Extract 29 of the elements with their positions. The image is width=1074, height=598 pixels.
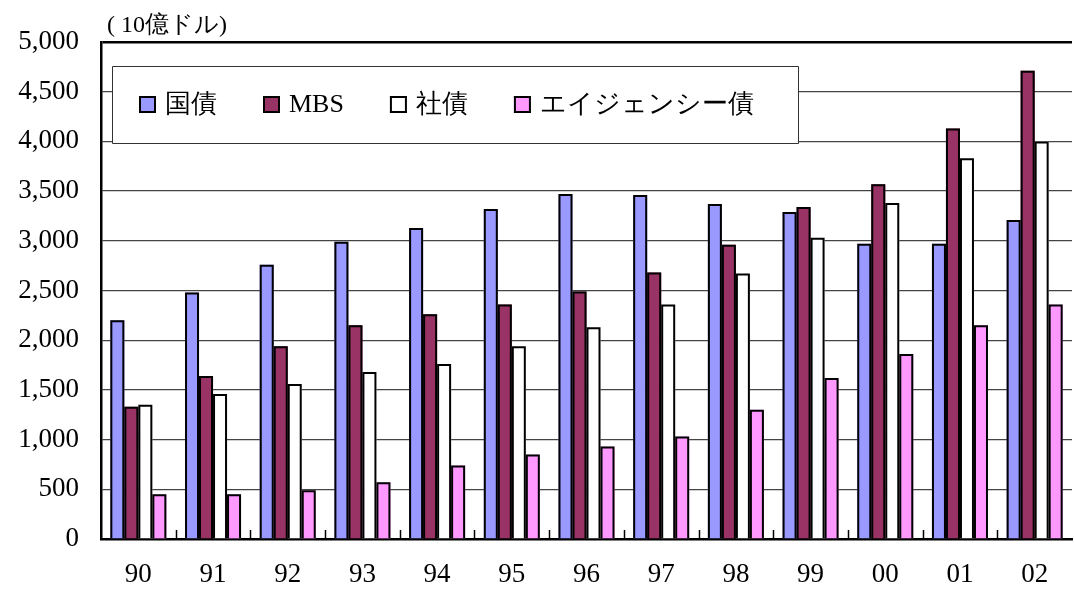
x-tick-label: 98 bbox=[722, 558, 750, 589]
x-tick-label: 96 bbox=[573, 558, 600, 589]
x-tick-label: 94 bbox=[423, 558, 452, 589]
y-tick-label: 3,500 bbox=[18, 174, 79, 205]
legend-label: エイジェンシー債 bbox=[539, 89, 754, 119]
text: 社債 bbox=[415, 89, 468, 119]
x-tick-label: 93 bbox=[348, 558, 376, 589]
y-tick-label: 1,500 bbox=[18, 372, 79, 403]
x-tick-label: 00 bbox=[871, 558, 899, 589]
x-tick-label: 02 bbox=[1021, 558, 1049, 589]
y-axis-title: ( 10億ドル) bbox=[107, 11, 227, 37]
y-tick-label: 1,000 bbox=[18, 422, 79, 453]
y-tick-label: 4,000 bbox=[18, 124, 79, 155]
y-tick-label: 500 bbox=[38, 472, 79, 503]
x-tick-label: 01 bbox=[946, 558, 974, 589]
x-tick-label: 90 bbox=[124, 558, 152, 589]
legend-label: MBS bbox=[289, 89, 344, 119]
legend-label: 国債 bbox=[165, 89, 217, 119]
y-tick-label: 5,000 bbox=[18, 25, 79, 56]
y-tick-label: 0 bbox=[65, 522, 79, 553]
y-tick-label: 2,500 bbox=[18, 273, 79, 304]
x-tick-label: 97 bbox=[647, 558, 675, 589]
x-tick-label: 92 bbox=[274, 558, 302, 589]
x-tick-label: 95 bbox=[498, 558, 526, 589]
y-tick-label: 3,000 bbox=[18, 223, 79, 254]
x-tick-label: 99 bbox=[797, 558, 825, 589]
y-tick-label: 4,500 bbox=[18, 74, 79, 105]
y-tick-label: 2,000 bbox=[18, 323, 79, 354]
x-tick-label: 91 bbox=[199, 558, 227, 589]
